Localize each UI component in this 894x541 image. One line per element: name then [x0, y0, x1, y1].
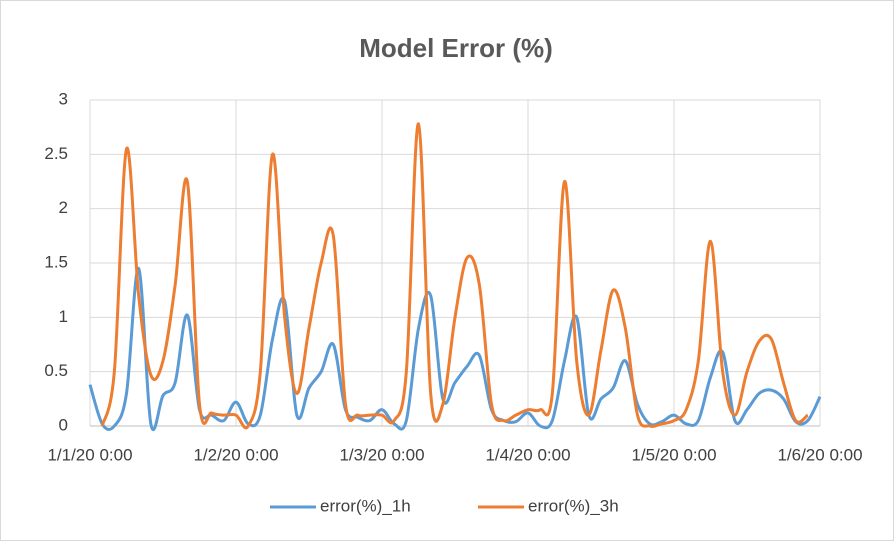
- x-tick-label: 1/4/20 0:00: [485, 445, 570, 464]
- y-tick-label: 3: [59, 89, 68, 108]
- x-tick-label: 1/6/20 0:00: [777, 445, 862, 464]
- y-tick-label: 0: [59, 415, 68, 434]
- series-line: [100, 122, 809, 430]
- y-tick-label: 2.5: [44, 144, 68, 163]
- x-tick-label: 1/2/20 0:00: [193, 445, 278, 464]
- y-tick-label: 0.5: [44, 361, 68, 380]
- legend-label: error(%)_1h: [320, 496, 411, 515]
- x-tick-label: 1/1/20 0:00: [47, 445, 132, 464]
- x-tick-label: 1/5/20 0:00: [631, 445, 716, 464]
- legend-label: error(%)_3h: [528, 496, 619, 515]
- x-tick-label: 1/3/20 0:00: [339, 445, 424, 464]
- y-tick-label: 1.5: [44, 252, 68, 271]
- y-tick-label: 2: [59, 198, 68, 217]
- chart-title: Model Error (%): [359, 33, 553, 63]
- y-tick-label: 1: [59, 307, 68, 326]
